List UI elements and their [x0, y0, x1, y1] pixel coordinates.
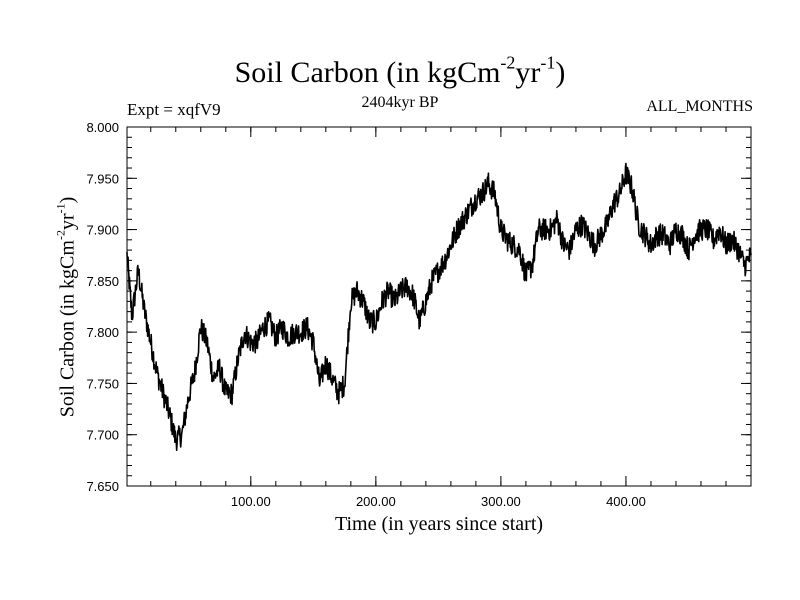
y-tick-label: 7.800: [86, 325, 119, 340]
plot-frame: [126, 126, 752, 487]
x-tick-label: 200.00: [356, 494, 396, 509]
y-tick-label: 8.000: [86, 120, 119, 135]
x-tick-label: 400.00: [606, 494, 646, 509]
series-layer: [126, 162, 752, 451]
x-axis-label: Time (in years since start): [334, 513, 544, 535]
y-tick-label: 7.700: [86, 428, 119, 443]
chart-title: Soil Carbon (in kgCm-2yr-1): [234, 52, 566, 90]
y-tick-label: 7.650: [86, 479, 119, 494]
y-tick-label: 7.900: [86, 223, 119, 238]
x-tick-label: 100.00: [231, 494, 271, 509]
series-line-soil-carbon: [126, 162, 752, 451]
ticks-layer: 7.650 7.700 7.750 7.800 7.850 7.900 7.950 8.000…: [86, 120, 751, 509]
x-tick-label: 300.00: [481, 494, 521, 509]
y-tick-label: 7.850: [86, 274, 119, 289]
chart-subtitle: 2404kyr BP: [361, 94, 439, 111]
y-tick-label: 7.750: [86, 376, 119, 391]
y-tick-label: 7.950: [86, 171, 119, 186]
months-label: ALL_MONTHS: [646, 98, 753, 115]
experiment-label: Expt = xqfV9: [127, 100, 221, 119]
